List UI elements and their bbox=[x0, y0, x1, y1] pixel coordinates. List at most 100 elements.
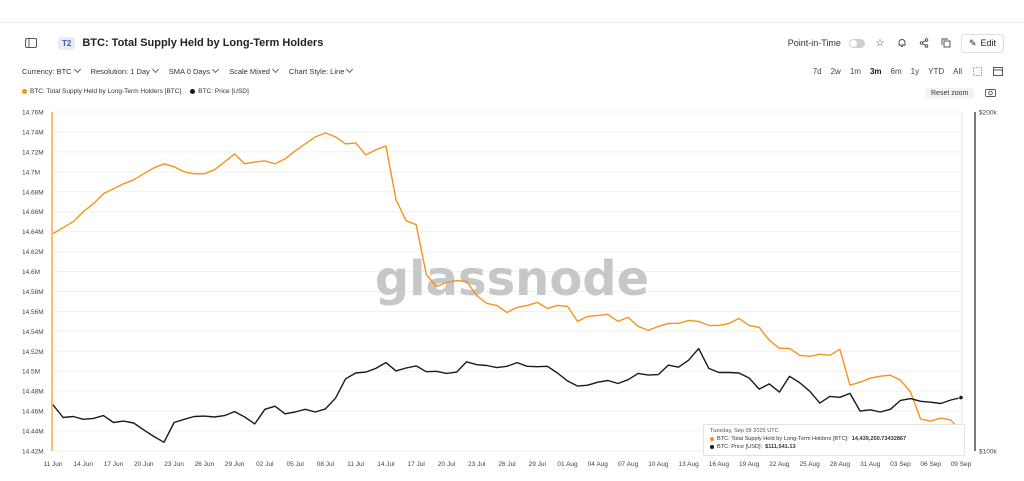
calendar-icon[interactable] bbox=[992, 65, 1004, 77]
watermark-text: glassnode bbox=[375, 251, 649, 307]
y-right-tick-label: $100k bbox=[979, 449, 997, 456]
x-axis: 11 Jun 14 Jun 17 Jun 20 Jun 23 Jun 26 Jun 29 J… bbox=[43, 461, 971, 468]
x-tick-label: 29 Jul bbox=[529, 461, 547, 468]
x-tick-label: 17 Jun bbox=[104, 461, 124, 468]
x-tick-label: 07 Aug bbox=[618, 461, 639, 468]
x-tick-label: 23 Jun bbox=[164, 461, 184, 468]
currency-dropdown[interactable]: Currency: BTC bbox=[22, 65, 81, 76]
range-1y[interactable]: 1y bbox=[910, 66, 920, 76]
tooltip-value-price: $111,541.13 bbox=[765, 444, 796, 450]
x-tick-label: 10 Aug bbox=[648, 461, 669, 468]
range-3m[interactable]: 3m bbox=[869, 66, 882, 76]
range-7d[interactable]: 7d bbox=[812, 66, 822, 76]
y-tick-label: 14.64M bbox=[22, 229, 44, 236]
share-icon[interactable] bbox=[917, 36, 931, 50]
x-tick-label: 02 Jul bbox=[256, 461, 274, 468]
chart-toolbar: Currency: BTC Resolution: 1 Day SMA 0 Da… bbox=[22, 63, 1004, 79]
y-tick-label: 14.76M bbox=[22, 110, 44, 117]
x-tick-label: 20 Jul bbox=[438, 461, 456, 468]
bell-icon[interactable] bbox=[895, 36, 909, 50]
range-ytd[interactable]: YTD bbox=[928, 66, 945, 76]
star-icon[interactable]: ☆ bbox=[875, 37, 885, 49]
y-tick-label: 14.56M bbox=[22, 309, 44, 316]
tooltip-label-price: BTC: Price [USD]: bbox=[717, 444, 763, 450]
range-1m[interactable]: 1m bbox=[849, 66, 861, 76]
y-tick-label: 14.54M bbox=[22, 329, 44, 336]
resolution-dropdown[interactable]: Resolution: 1 Day bbox=[90, 65, 159, 76]
point-in-time-toggle[interactable] bbox=[848, 38, 865, 48]
chart-tooltip: Tuesday, Sep 09 2025 UTC BTC: Total Supp… bbox=[703, 424, 965, 456]
x-tick-label: 11 Jun bbox=[43, 461, 62, 468]
tooltip-dot-lth bbox=[710, 437, 714, 441]
header-actions: Point-in-Time ☆ ✎ Edit bbox=[787, 33, 1004, 53]
legend-label-price: BTC: Price [USD] bbox=[198, 88, 249, 95]
x-tick-label: 05 Jul bbox=[286, 461, 304, 468]
price-series-line bbox=[52, 347, 962, 443]
edit-button[interactable]: ✎ Edit bbox=[960, 33, 1004, 53]
lth-series-line bbox=[52, 132, 962, 433]
x-tick-label: 14 Jun bbox=[74, 461, 94, 468]
tooltip-dot-price bbox=[710, 445, 714, 449]
y-tick-label: 14.7M bbox=[22, 169, 40, 176]
legend-item-lth[interactable]: BTC: Total Supply Held by Long-Term Hold… bbox=[22, 88, 181, 95]
scale-dropdown[interactable]: Scale Mixed bbox=[229, 65, 279, 76]
x-tick-label: 09 Sep bbox=[951, 461, 972, 468]
top-divider bbox=[0, 22, 1024, 23]
camera-icon[interactable] bbox=[985, 88, 997, 98]
legend-dot-price bbox=[190, 89, 196, 94]
x-tick-label: 19 Aug bbox=[739, 461, 760, 468]
x-tick-label: 11 Jul bbox=[347, 461, 364, 468]
x-tick-label: 26 Jul bbox=[498, 461, 516, 468]
scale-label: Scale Mixed bbox=[229, 66, 270, 76]
edit-label: Edit bbox=[980, 38, 996, 48]
range-all[interactable]: All bbox=[953, 66, 962, 76]
y-tick-label: 14.68M bbox=[22, 189, 44, 196]
legend-dot-lth bbox=[22, 89, 27, 94]
x-tick-label: 28 Aug bbox=[830, 461, 851, 468]
legend-item-price[interactable]: BTC: Price [USD] bbox=[190, 88, 249, 95]
y-tick-label: 14.52M bbox=[22, 349, 44, 356]
tooltip-value-lth: 14,439,250.73432867 bbox=[851, 436, 907, 442]
copy-icon[interactable] bbox=[939, 36, 953, 50]
resolution-label: Resolution: 1 Day bbox=[90, 66, 150, 76]
tooltip-date: Tuesday, Sep 09 2025 UTC bbox=[710, 428, 779, 434]
reset-zoom-button[interactable]: Reset zoom bbox=[925, 88, 975, 99]
x-tick-label: 20 Jun bbox=[134, 461, 154, 468]
x-tick-label: 08 Jul bbox=[317, 461, 335, 468]
x-tick-label: 16 Aug bbox=[709, 461, 730, 468]
sidebar-toggle-icon[interactable] bbox=[22, 34, 40, 52]
y-tick-label: 14.48M bbox=[22, 389, 44, 396]
sma-dropdown[interactable]: SMA 0 Days bbox=[168, 65, 220, 76]
pencil-icon: ✎ bbox=[968, 37, 977, 48]
currency-label: Currency: BTC bbox=[22, 66, 72, 76]
x-tick-label: 31 Aug bbox=[860, 461, 881, 468]
chart-legend: BTC: Total Supply Held by Long-Term Hold… bbox=[22, 88, 249, 95]
chart-style-dropdown[interactable]: Chart Style: Line bbox=[288, 65, 354, 76]
range-6m[interactable]: 6m bbox=[890, 66, 902, 76]
custom-range-icon[interactable] bbox=[971, 65, 983, 77]
chart-grid bbox=[53, 111, 961, 452]
x-tick-label: 26 Jun bbox=[195, 461, 215, 468]
y-tick-label: 14.46M bbox=[22, 409, 44, 416]
y-axis-left: 14.42M 14.44M 14.46M 14.48M 14.5M 14.52M 14.54… bbox=[22, 110, 53, 456]
x-tick-label: 04 Aug bbox=[588, 461, 609, 468]
sma-label: SMA 0 Days bbox=[168, 66, 211, 76]
x-tick-label: 14 Jul bbox=[377, 461, 395, 468]
x-tick-label: 13 Aug bbox=[678, 461, 699, 468]
x-tick-label: 06 Sep bbox=[920, 461, 941, 468]
y-tick-label: 14.62M bbox=[22, 249, 44, 256]
range-2w[interactable]: 2w bbox=[830, 66, 841, 76]
page-title: BTC: Total Supply Held by Long-Term Hold… bbox=[82, 37, 324, 49]
chart-style-label: Chart Style: Line bbox=[288, 66, 345, 76]
price-series-end-point bbox=[958, 394, 964, 401]
y-tick-label: 14.74M bbox=[22, 129, 44, 136]
y-tick-label: 14.58M bbox=[22, 289, 44, 296]
y-tick-label: 14.66M bbox=[22, 209, 44, 216]
point-in-time-label: Point-in-Time bbox=[787, 38, 841, 48]
tooltip-label-lth: BTC: Total Supply Held by Long-Term Hold… bbox=[717, 436, 849, 442]
range-selector: 7d 2w 1m 3m 6m 1y YTD All bbox=[813, 65, 1004, 77]
tooltip-row-price: BTC: Price [USD]: $111,541.13 bbox=[710, 444, 958, 450]
x-tick-label: 03 Sep bbox=[890, 461, 911, 468]
